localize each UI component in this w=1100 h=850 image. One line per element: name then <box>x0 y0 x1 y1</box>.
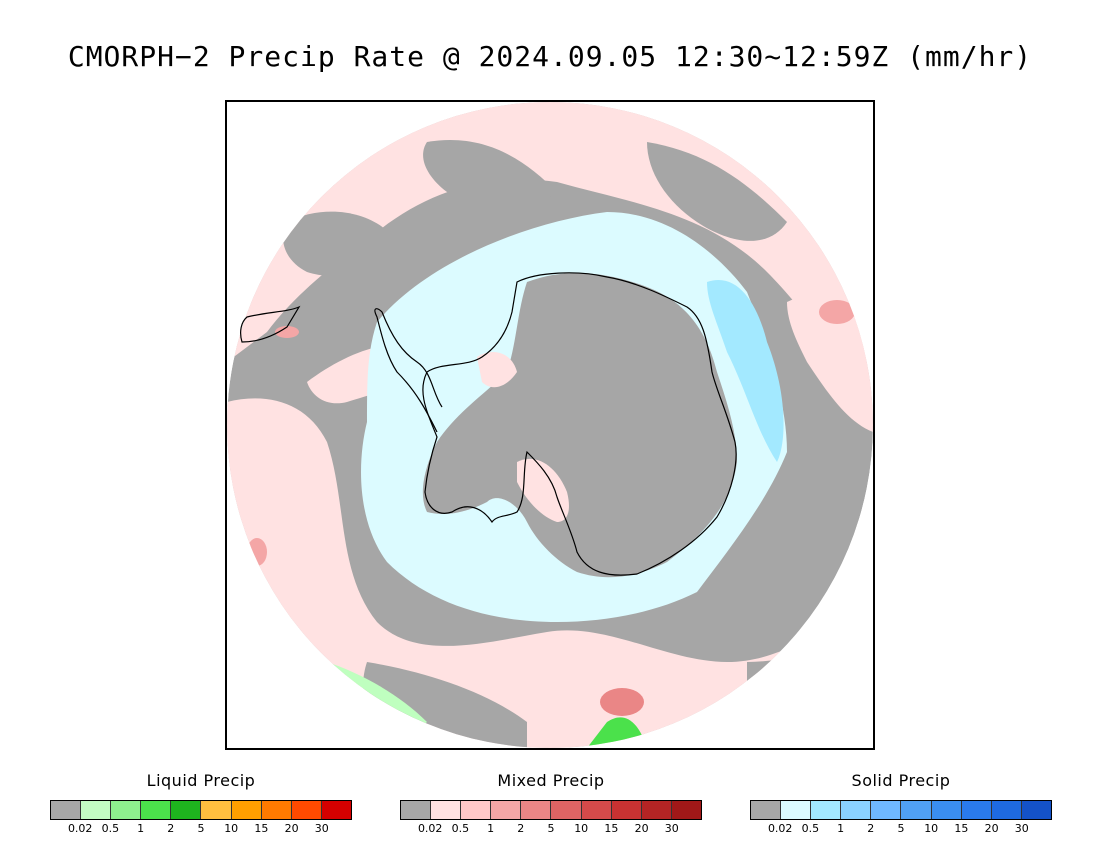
color-swatch <box>811 801 842 819</box>
tick-label: 0.5 <box>101 822 120 835</box>
tick-label: 2 <box>867 822 875 835</box>
color-swatch <box>931 801 962 819</box>
polar-map <box>227 102 873 748</box>
tick-label: 0.02 <box>417 822 443 835</box>
color-bar <box>750 800 1052 820</box>
color-bar <box>400 800 702 820</box>
legend-mixed-precip: Mixed Precip 0.02 0.5 1 2 5 10 15 20 30 <box>400 770 702 836</box>
color-swatch <box>671 801 701 819</box>
tick-labels: 0.02 0.5 1 2 5 10 15 20 30 <box>50 820 352 836</box>
no-precip-patch <box>647 142 787 241</box>
legend-title: Solid Precip <box>851 771 951 790</box>
globe-disk <box>227 102 873 748</box>
color-swatch <box>521 801 552 819</box>
antarctic-peninsula-coastline <box>374 308 443 433</box>
color-swatch <box>781 801 812 819</box>
color-swatch <box>901 801 932 819</box>
tick-label: 30 <box>664 822 679 835</box>
color-swatch <box>111 801 142 819</box>
antarctica-interior <box>422 272 737 578</box>
color-swatch <box>751 801 782 819</box>
color-swatch <box>871 801 902 819</box>
legend-title: Liquid Precip <box>146 771 256 790</box>
tick-label: 5 <box>547 822 555 835</box>
color-swatch <box>261 801 292 819</box>
tick-label: 5 <box>197 822 205 835</box>
tick-label: 0.02 <box>67 822 93 835</box>
mixed-precip-region <box>517 458 569 522</box>
color-swatch <box>461 801 492 819</box>
color-swatch <box>611 801 642 819</box>
chart-title: CMORPH−2 Precip Rate @ 2024.09.05 12:30~… <box>67 40 1033 73</box>
color-swatch <box>201 801 232 819</box>
mixed-precip-region <box>477 352 517 388</box>
south-america-coastline <box>240 305 301 343</box>
tick-label: 1 <box>137 822 145 835</box>
color-swatch <box>431 801 462 819</box>
color-swatch <box>581 801 612 819</box>
color-swatch <box>81 801 112 819</box>
color-bar <box>50 800 352 820</box>
tick-label: 2 <box>167 822 175 835</box>
mixed-precip-region <box>787 293 873 432</box>
color-swatch <box>401 801 432 819</box>
tick-label: 20 <box>984 822 999 835</box>
legend-title: Mixed Precip <box>497 771 605 790</box>
tick-label: 1 <box>487 822 495 835</box>
color-swatch <box>961 801 992 819</box>
color-swatch <box>171 801 202 819</box>
color-swatch <box>841 801 872 819</box>
color-swatch <box>991 801 1022 819</box>
tick-label: 0.5 <box>451 822 470 835</box>
color-swatch <box>231 801 262 819</box>
tick-label: 30 <box>314 822 329 835</box>
tick-label: 15 <box>254 822 269 835</box>
color-swatch <box>551 801 582 819</box>
tick-label: 2 <box>517 822 525 835</box>
color-swatch <box>291 801 322 819</box>
legend-solid-precip: Solid Precip 0.02 0.5 1 2 5 10 15 20 30 <box>750 770 1052 836</box>
tick-label: 15 <box>604 822 619 835</box>
tick-label: 0.5 <box>801 822 820 835</box>
no-precip-patch <box>283 211 397 276</box>
color-swatch <box>491 801 522 819</box>
no-precip-patch <box>423 140 557 211</box>
color-swatch <box>1021 801 1051 819</box>
legend-liquid-precip: Liquid Precip 0.02 0.5 1 2 5 10 15 20 30 <box>50 770 352 836</box>
mixed-precip-cell <box>600 688 644 716</box>
color-swatch <box>641 801 672 819</box>
color-swatch <box>141 801 172 819</box>
mixed-precip-cell <box>275 326 299 338</box>
tick-label: 20 <box>634 822 649 835</box>
tick-labels: 0.02 0.5 1 2 5 10 15 20 30 <box>400 820 702 836</box>
mixed-precip-cell <box>819 300 855 324</box>
tick-label: 30 <box>1014 822 1029 835</box>
tick-label: 1 <box>837 822 845 835</box>
tick-label: 15 <box>954 822 969 835</box>
color-swatch <box>321 801 351 819</box>
tick-label: 5 <box>897 822 905 835</box>
antarctica-coastline <box>422 272 737 576</box>
tick-label: 10 <box>574 822 589 835</box>
color-swatch <box>51 801 82 819</box>
tick-label: 20 <box>284 822 299 835</box>
tick-labels: 0.02 0.5 1 2 5 10 15 20 30 <box>750 820 1052 836</box>
map-panel <box>225 100 875 750</box>
solid-precip-region <box>707 280 784 462</box>
tick-label: 0.02 <box>767 822 793 835</box>
mixed-precip-region <box>227 398 873 748</box>
tick-label: 10 <box>924 822 939 835</box>
tick-label: 10 <box>224 822 239 835</box>
